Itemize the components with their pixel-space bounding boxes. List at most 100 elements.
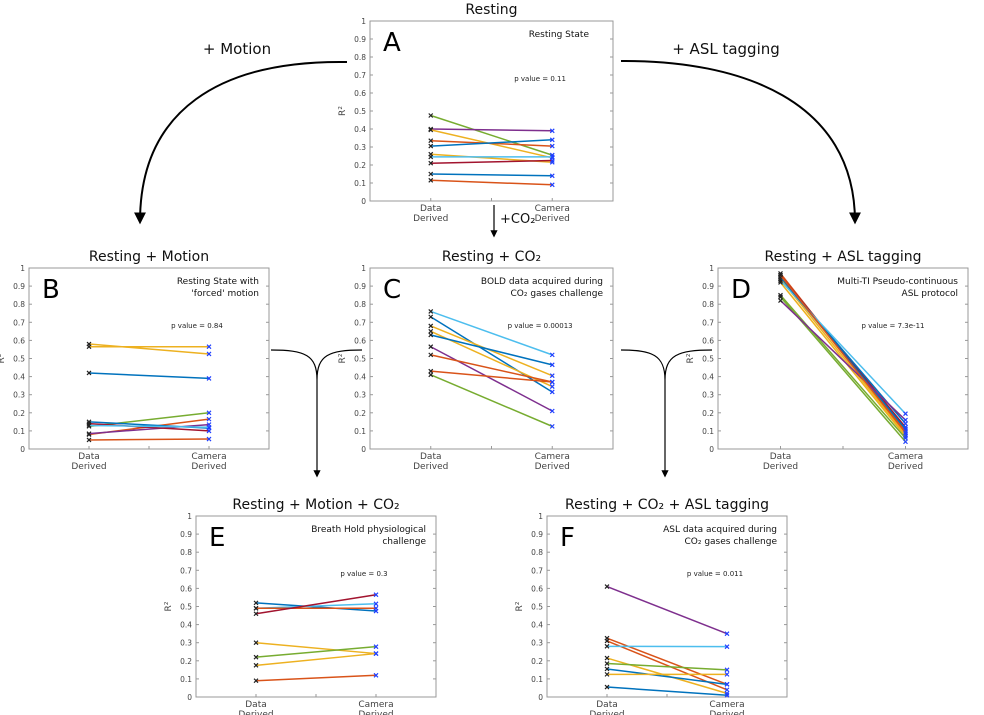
y-tick-label: 0.5 (354, 355, 366, 364)
data-derived-point (428, 143, 434, 149)
series-line (430, 173, 553, 177)
label-co2: +CO₂ (500, 212, 535, 227)
camera-derived-point (373, 605, 379, 611)
y-tick-label: 0.2 (354, 161, 366, 170)
merge-arrow-f (620, 349, 713, 476)
panel-label: C (383, 275, 401, 305)
panel-e: Resting + Motion + CO₂ E Breath Hold physi… (164, 497, 437, 715)
data-derived-point (253, 662, 259, 668)
data-derived-point (253, 654, 259, 660)
x-tick-label: Derived (709, 710, 744, 715)
y-tick-label: 0.4 (354, 373, 366, 382)
panel-label: D (731, 275, 751, 305)
camera-derived-point (903, 417, 908, 423)
x-tick-label: Derived (413, 462, 448, 472)
x-tick-label: Camera (535, 452, 570, 462)
x-tick-label: Data (770, 452, 792, 462)
series-line (779, 294, 907, 439)
camera-derived-point (549, 137, 555, 143)
y-tick-label: 0 (361, 445, 366, 454)
data-derived-point (86, 437, 92, 443)
x-tick-label: Data (596, 700, 618, 710)
y-tick-label: 0.1 (180, 675, 192, 684)
p-value: p value = 0.3 (340, 570, 387, 578)
x-tick-label: Derived (191, 462, 226, 472)
y-tick-label: 1 (538, 512, 543, 521)
data-derived-point (428, 332, 434, 338)
camera-derived-point (373, 651, 379, 656)
y-axis-label: R² (338, 106, 348, 116)
series-line (430, 128, 553, 132)
y-tick-label: 0.7 (13, 318, 25, 327)
data-derived-point (253, 611, 259, 617)
arrow-motion (134, 60, 348, 225)
data-derived-point (778, 272, 783, 278)
y-tick-label: 0.7 (354, 71, 366, 80)
panel-label: A (383, 28, 401, 58)
y-tick-label: 0.4 (180, 621, 192, 630)
y-tick-label: 0.1 (13, 427, 25, 436)
y-tick-label: 0.6 (354, 89, 366, 98)
y-tick-label: 0.7 (180, 566, 192, 575)
x-tick-label: Camera (535, 204, 570, 214)
y-tick-label: 0.1 (354, 427, 366, 436)
panel-description: Breath Hold physiological (311, 525, 426, 535)
arrow-asl (620, 59, 861, 225)
data-derived-point (428, 368, 434, 374)
camera-derived-point (549, 182, 555, 188)
data-derived-point (604, 638, 610, 644)
chart-title: Resting + ASL tagging (765, 249, 922, 265)
data-derived-point (428, 160, 434, 166)
merge-arrow-e (270, 349, 363, 476)
series-line (88, 423, 210, 435)
chart-title: Resting + CO₂ + ASL tagging (565, 497, 769, 513)
y-tick-label: 0.8 (354, 300, 366, 309)
y-tick-label: 0.9 (702, 282, 714, 291)
label-asl: + ASL tagging (672, 40, 780, 58)
y-tick-label: 0.8 (531, 548, 543, 557)
camera-derived-point (549, 379, 555, 385)
y-tick-label: 0.3 (180, 639, 192, 648)
y-tick-label: 0.9 (354, 282, 366, 291)
camera-derived-point (724, 687, 730, 693)
series-line (430, 374, 553, 428)
data-derived-point (428, 154, 434, 160)
y-tick-label: 1 (361, 264, 366, 273)
y-tick-label: 0.4 (354, 125, 366, 134)
y-tick-label: 0 (538, 693, 543, 702)
panel-description: BOLD data acquired during (481, 277, 603, 287)
x-tick-label: Derived (413, 214, 448, 224)
y-tick-label: 1 (361, 17, 366, 26)
series-line (779, 278, 907, 435)
data-derived-point (428, 127, 434, 133)
chart-title: Resting (465, 2, 517, 18)
y-tick-label: 0.5 (180, 603, 192, 612)
data-derived-point (428, 138, 434, 144)
y-tick-label: 0.8 (702, 300, 714, 309)
series-line (430, 316, 553, 393)
chart-title: Resting + Motion (89, 249, 209, 265)
data-derived-point (778, 294, 783, 300)
axes-box (369, 20, 614, 202)
series-line (430, 139, 553, 147)
series-line (255, 674, 377, 682)
camera-derived-point (549, 408, 555, 414)
camera-derived-point (903, 439, 908, 445)
camera-derived-point (724, 631, 730, 637)
p-value: p value = 0.011 (687, 570, 743, 578)
series-line (88, 438, 210, 441)
x-tick-label: Derived (763, 462, 798, 472)
x-tick-label: Derived (589, 710, 624, 715)
camera-derived-point (549, 389, 555, 395)
data-derived-point (778, 271, 783, 276)
panel-description: Resting State with (177, 277, 259, 287)
series-line (88, 343, 210, 355)
y-tick-label: 0.3 (354, 143, 366, 152)
y-tick-label: 0 (361, 197, 366, 206)
y-tick-label: 0.7 (702, 318, 714, 327)
y-tick-label: 0.2 (354, 409, 366, 418)
camera-derived-point (549, 158, 555, 163)
camera-derived-point (724, 671, 730, 677)
data-derived-point (778, 280, 783, 285)
